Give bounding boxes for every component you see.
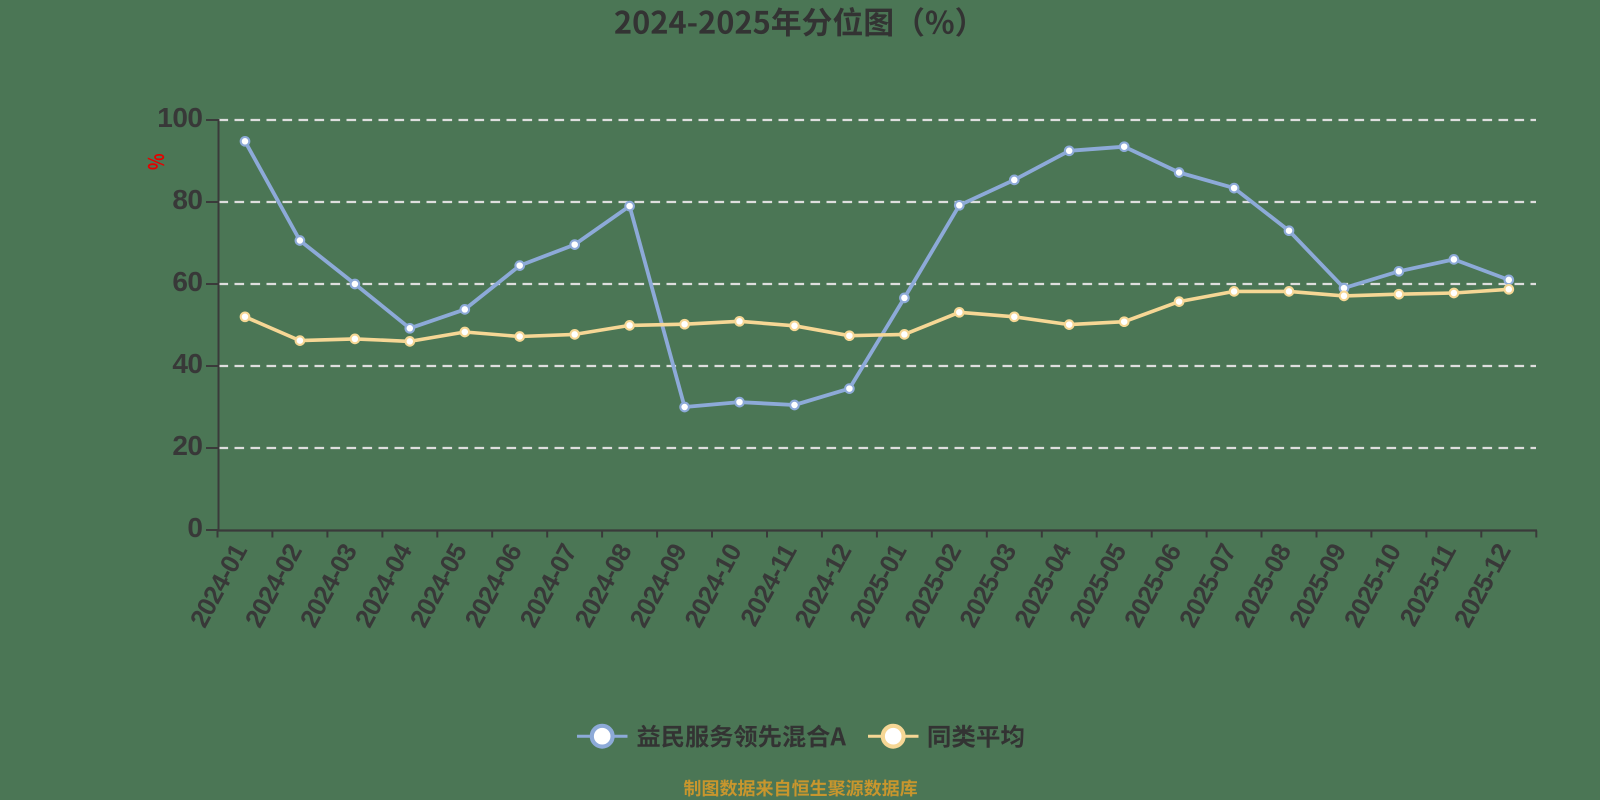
svg-text:40: 40: [172, 348, 202, 379]
svg-text:20: 20: [172, 430, 202, 461]
svg-text:80: 80: [172, 184, 202, 215]
svg-text:0: 0: [187, 512, 202, 543]
svg-text:100: 100: [157, 102, 202, 133]
svg-text:60: 60: [172, 266, 202, 297]
